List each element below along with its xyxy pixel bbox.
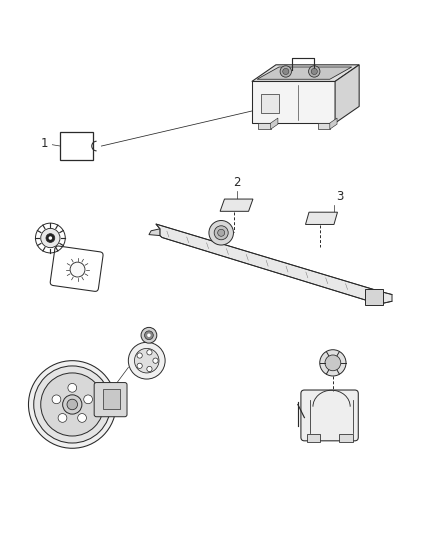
FancyBboxPatch shape xyxy=(50,246,103,292)
Text: 1: 1 xyxy=(41,138,49,150)
Circle shape xyxy=(134,349,159,373)
Circle shape xyxy=(153,358,158,364)
Polygon shape xyxy=(335,65,359,123)
Circle shape xyxy=(214,226,228,240)
Circle shape xyxy=(209,221,233,245)
Polygon shape xyxy=(271,118,278,129)
Bar xyxy=(252,82,335,123)
Circle shape xyxy=(41,229,60,248)
FancyBboxPatch shape xyxy=(301,390,358,441)
Circle shape xyxy=(49,236,52,240)
Bar xyxy=(307,434,320,442)
Bar xyxy=(318,123,330,129)
Bar xyxy=(258,123,271,129)
Circle shape xyxy=(218,229,225,236)
Circle shape xyxy=(147,334,151,337)
Circle shape xyxy=(141,327,157,343)
Circle shape xyxy=(147,350,152,355)
Circle shape xyxy=(46,233,55,243)
Circle shape xyxy=(52,395,61,403)
FancyBboxPatch shape xyxy=(365,289,383,304)
Circle shape xyxy=(137,363,142,368)
Circle shape xyxy=(137,353,142,358)
Circle shape xyxy=(58,414,67,422)
Polygon shape xyxy=(156,224,392,304)
Polygon shape xyxy=(257,67,352,79)
Polygon shape xyxy=(220,199,253,211)
Circle shape xyxy=(283,68,289,75)
Circle shape xyxy=(147,366,152,372)
Circle shape xyxy=(145,331,153,340)
Bar xyxy=(261,94,279,112)
Circle shape xyxy=(67,399,78,410)
Circle shape xyxy=(84,395,92,403)
FancyBboxPatch shape xyxy=(94,383,127,417)
Polygon shape xyxy=(305,212,337,224)
Circle shape xyxy=(280,66,291,77)
Polygon shape xyxy=(330,118,337,129)
Circle shape xyxy=(128,342,165,379)
Text: 2: 2 xyxy=(233,176,240,189)
Polygon shape xyxy=(149,229,160,236)
Bar xyxy=(103,389,120,409)
Bar xyxy=(339,434,353,442)
Bar xyxy=(60,133,93,159)
Text: 3: 3 xyxy=(336,190,344,204)
Circle shape xyxy=(68,383,77,392)
Circle shape xyxy=(70,262,85,277)
Polygon shape xyxy=(252,65,359,82)
Circle shape xyxy=(320,350,346,376)
Circle shape xyxy=(325,355,341,371)
Circle shape xyxy=(34,366,111,443)
Circle shape xyxy=(63,395,82,414)
Circle shape xyxy=(78,414,86,422)
Circle shape xyxy=(308,66,320,77)
Circle shape xyxy=(28,361,116,448)
Circle shape xyxy=(41,373,104,436)
Circle shape xyxy=(311,68,317,75)
